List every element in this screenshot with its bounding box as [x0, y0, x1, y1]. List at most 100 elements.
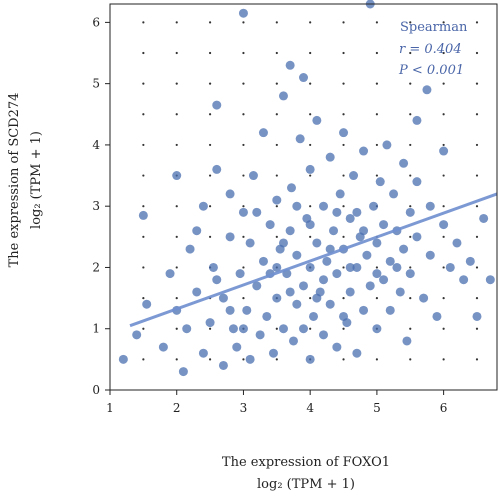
data-point — [389, 189, 399, 199]
data-point — [225, 305, 235, 315]
grid-dot — [409, 327, 412, 330]
x-axis-title-line2: log₂ (TPM + 1) — [257, 477, 355, 492]
grid-dot — [175, 296, 178, 300]
grid-dot — [242, 205, 245, 208]
grid-dot — [475, 296, 479, 300]
data-point — [352, 207, 362, 217]
data-point — [332, 207, 342, 217]
grid-dot — [175, 51, 178, 55]
grid-dot — [342, 51, 345, 55]
data-point — [212, 275, 222, 285]
data-point — [235, 269, 245, 279]
data-point — [412, 232, 422, 242]
regression-line — [129, 192, 498, 328]
data-point — [268, 348, 278, 358]
data-point — [412, 177, 422, 187]
data-point — [132, 330, 142, 340]
data-point — [248, 171, 258, 181]
grid-dot — [142, 51, 145, 55]
data-point — [292, 299, 302, 309]
y-tick-label: 5 — [92, 77, 100, 91]
grid-dot — [142, 327, 145, 330]
grid-dot — [208, 235, 212, 238]
grid-dot — [242, 51, 245, 55]
data-point — [472, 311, 482, 321]
grid-dot — [175, 113, 178, 116]
data-point — [325, 244, 335, 254]
data-point — [198, 348, 208, 358]
data-point — [272, 262, 282, 272]
y-tick-label: 2 — [92, 260, 100, 274]
y-axis-ticks: 0 1 2 3 4 5 6 — [92, 15, 110, 397]
y-tick-label: 0 — [92, 383, 100, 397]
data-point — [312, 115, 322, 125]
data-point — [405, 269, 415, 279]
grid-dot — [342, 205, 345, 208]
grid-dot — [309, 296, 312, 300]
grid-dot — [242, 296, 245, 300]
grid-dot — [475, 266, 479, 269]
grid-dot — [442, 235, 445, 238]
grid-dot — [275, 358, 278, 361]
data-point — [402, 336, 412, 346]
data-point — [305, 354, 315, 364]
grid-dot — [442, 266, 445, 269]
data-point — [345, 213, 355, 223]
grid-dot — [442, 113, 445, 116]
data-point — [392, 262, 402, 272]
data-point — [295, 134, 305, 144]
y-tick-label: 1 — [92, 322, 100, 336]
grid-dot — [208, 174, 212, 177]
data-point — [142, 299, 152, 309]
data-point — [208, 262, 218, 272]
grid-dot — [309, 174, 312, 177]
grid-dot — [409, 358, 412, 361]
data-point — [375, 177, 385, 187]
grid-dot — [342, 21, 345, 24]
grid-dot — [475, 358, 479, 361]
grid-dot — [475, 82, 479, 85]
data-point — [285, 226, 295, 236]
grid-dot — [208, 143, 212, 147]
grid-dot — [342, 174, 345, 177]
grid-dot — [409, 296, 412, 300]
grid-dot — [442, 143, 445, 147]
data-point — [339, 128, 349, 138]
grid-dot — [375, 21, 378, 24]
grid-dot — [175, 82, 178, 85]
grid-dot — [442, 205, 445, 208]
grid-dot — [475, 235, 479, 238]
data-point — [385, 256, 395, 266]
data-point — [339, 311, 349, 321]
data-point — [372, 269, 382, 279]
data-point — [178, 367, 188, 377]
data-point — [292, 250, 302, 260]
grid-dot — [142, 143, 145, 147]
data-point — [345, 262, 355, 272]
grid-dot — [375, 82, 378, 85]
data-point — [325, 299, 335, 309]
data-point — [165, 269, 175, 279]
data-point — [385, 305, 395, 315]
grid-dot — [375, 143, 378, 147]
data-point — [305, 262, 315, 272]
data-point — [425, 250, 435, 260]
grid-dot — [242, 82, 245, 85]
grid-dot — [208, 21, 212, 24]
grid-dot — [175, 205, 178, 208]
data-point — [272, 293, 282, 303]
data-point — [352, 348, 362, 358]
data-point — [432, 311, 442, 321]
grid-dot — [242, 143, 245, 147]
data-point — [439, 146, 449, 156]
grid-dot — [309, 205, 312, 208]
grid-dot — [242, 174, 245, 177]
data-point — [369, 201, 379, 211]
data-point — [212, 100, 222, 110]
grid-dot — [342, 327, 345, 330]
data-point — [118, 354, 128, 364]
data-point — [192, 226, 202, 236]
data-point — [288, 336, 298, 346]
data-point — [212, 164, 222, 174]
